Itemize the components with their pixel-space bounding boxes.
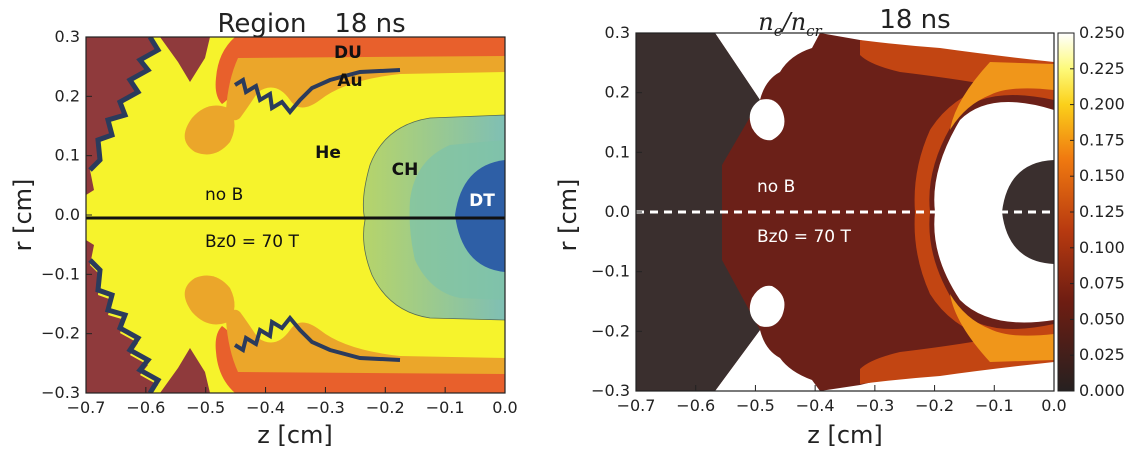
region-xtick-label: −0.6	[126, 398, 165, 417]
density-ytick-label: −0.2	[591, 321, 630, 340]
colorbar-tick-label: 0.125	[1079, 202, 1125, 221]
region-xtick-label: 0.0	[492, 398, 517, 417]
density-panel: no B Bz0 = 70 T ne/ncr 18 ns −0.7 −0.6 −0.…	[554, 5, 1125, 449]
density-ytick-label: 0.1	[605, 142, 630, 161]
density-title: ne/ncr	[758, 8, 822, 40]
du-shell-top	[215, 37, 505, 104]
colorbar-tick-label: 0.100	[1079, 238, 1125, 257]
region-map	[86, 37, 505, 393]
region-xtick-label: −0.5	[186, 398, 225, 417]
dark-edge-top	[233, 68, 401, 116]
region-xtick-label: −0.1	[426, 398, 465, 417]
region-ytick-label: 0.0	[55, 205, 80, 224]
cone-bottom	[160, 348, 210, 393]
density-xtick-label: −0.3	[855, 396, 894, 415]
density-xtick-label: −0.5	[736, 396, 775, 415]
dark-edge-bottom	[233, 314, 401, 362]
density-time: 18 ns	[879, 5, 950, 35]
region-x-ticks: −0.7 −0.6 −0.5 −0.4 −0.3 −0.2 −0.1 0.0	[67, 387, 518, 417]
density-xtick-label: −0.7	[617, 396, 656, 415]
au-hook-bottom	[184, 275, 235, 325]
density-ylabel: r [cm]	[554, 179, 582, 252]
region-label-he: He	[315, 143, 341, 163]
region-ytick-label: −0.1	[41, 264, 80, 283]
region-panel: DU Au He CH DT no B Bz0 = 70 T Region 18…	[9, 9, 518, 449]
density-ytick-label: 0.3	[605, 23, 630, 42]
region-ytick-label: −0.2	[41, 324, 80, 343]
region-label-dt: DT	[469, 191, 495, 211]
annotation-bz0: Bz0 = 70 T	[205, 232, 299, 252]
du-shell-bottom	[215, 326, 505, 393]
region-ytick-label: −0.3	[41, 383, 80, 402]
region-xtick-label: −0.2	[366, 398, 405, 417]
annotation-no-b: no B	[205, 185, 243, 205]
region-label-au: Au	[337, 71, 362, 91]
colorbar-tick-label: 0.225	[1079, 59, 1125, 78]
region-xtick-label: −0.7	[67, 398, 106, 417]
region-ytick-label: 0.1	[55, 146, 80, 165]
region-time: 18 ns	[334, 9, 405, 39]
region-xlabel: z [cm]	[257, 421, 333, 449]
colorbar-tick-label: 0.150	[1079, 166, 1125, 185]
notch-bottom	[749, 285, 785, 327]
plasma-hot-top	[950, 62, 1054, 130]
density-xtick-label: −0.6	[676, 396, 715, 415]
region-xtick-label: −0.4	[246, 398, 285, 417]
colorbar-tick-label: 0.175	[1079, 130, 1125, 149]
region-title: Region	[217, 9, 306, 39]
region-xtick-label: −0.3	[306, 398, 345, 417]
density-xtick-label: −0.4	[796, 396, 835, 415]
plasma-hot-bottom	[950, 294, 1054, 362]
cone-edge-bottom	[88, 258, 162, 393]
region-label-du: DU	[334, 43, 362, 63]
density-map	[636, 33, 1054, 391]
region-y-ticks: 0.3 0.2 0.1 0.0 −0.1 −0.2 −0.3	[41, 27, 92, 402]
density-ytick-label: 0.2	[605, 83, 630, 102]
density-x-ticks: −0.7 −0.6 −0.5 −0.4 −0.3 −0.2 −0.1 0.0	[617, 385, 1067, 415]
region-ytick-label: 0.2	[55, 86, 80, 105]
colorbar-tick-label: 0.050	[1079, 309, 1125, 328]
cone-top	[160, 37, 210, 82]
region-label-ch: CH	[392, 160, 419, 180]
annotation-bz0-right: Bz0 = 70 T	[757, 227, 851, 247]
density-y-ticks: 0.3 0.2 0.1 0.0 −0.1 −0.2 −0.3	[591, 23, 642, 400]
region-ytick-label: 0.3	[55, 27, 80, 46]
colorbar-tick-label: 0.000	[1079, 381, 1125, 400]
density-xtick-label: −0.1	[975, 396, 1014, 415]
density-ytick-label: −0.3	[591, 381, 630, 400]
density-ytick-label: −0.1	[591, 262, 630, 281]
density-xtick-label: 0.0	[1041, 396, 1066, 415]
colorbar-tick-label: 0.200	[1079, 95, 1125, 114]
density-ytick-label: 0.0	[605, 202, 630, 221]
au-hook-top	[184, 105, 235, 155]
cone-edge-top	[88, 37, 162, 172]
annotation-no-b-right: no B	[757, 177, 795, 197]
vacuum-region	[86, 37, 158, 393]
notch-top	[749, 99, 785, 141]
region-ylabel: r [cm]	[9, 179, 37, 252]
colorbar-tick-label: 0.025	[1079, 345, 1125, 364]
colorbar-ticks: 0.250 0.225 0.200 0.175 0.150 0.125 0.100 0.075…	[1070, 23, 1125, 400]
density-xtick-label: −0.2	[915, 396, 954, 415]
colorbar-tick-label: 0.250	[1079, 23, 1125, 42]
colorbar-tick-label: 0.075	[1079, 274, 1125, 293]
dt-region	[455, 160, 505, 272]
density-xlabel: z [cm]	[807, 421, 883, 449]
